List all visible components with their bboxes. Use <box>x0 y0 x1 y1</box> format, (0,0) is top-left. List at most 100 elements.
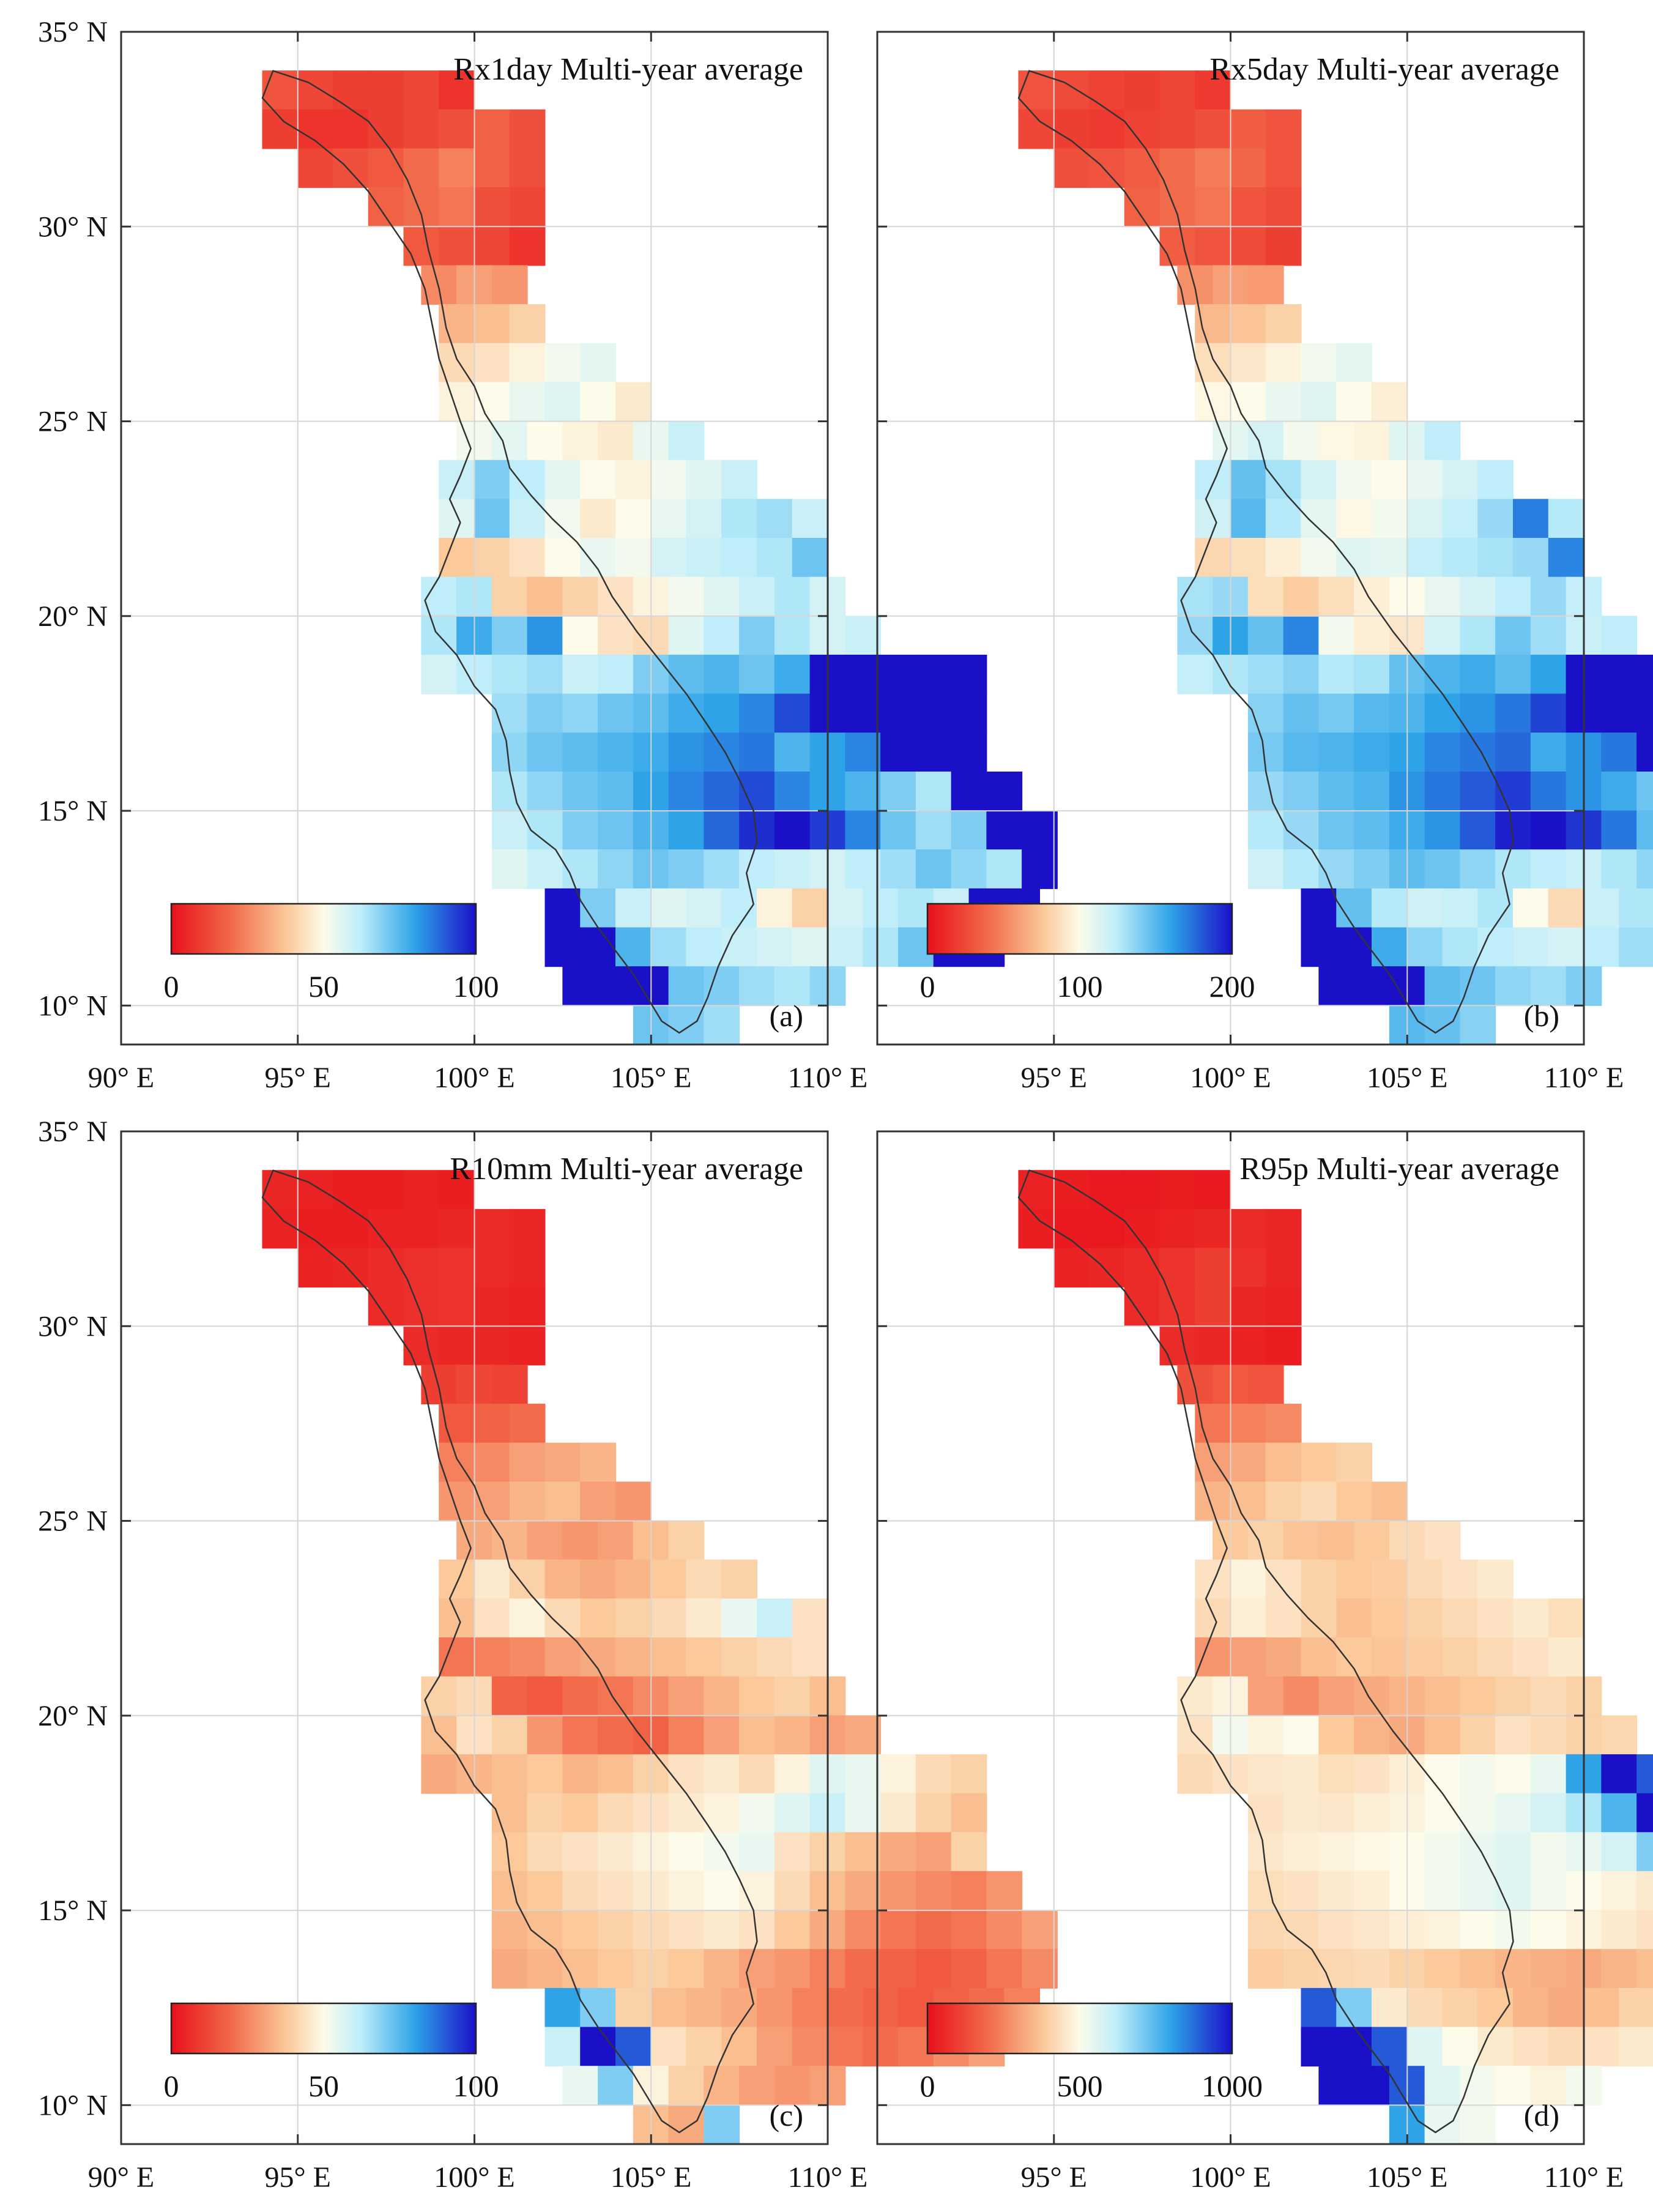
panel-b-grid-cell <box>1283 576 1320 617</box>
panel-b-grid-cell <box>1336 343 1372 383</box>
panel-c-grid-cell <box>439 1248 475 1288</box>
panel-c-grid-cell <box>598 1832 634 1872</box>
panel-b-grid-cell <box>1265 304 1302 344</box>
panel-b-grid-cell <box>1354 654 1390 695</box>
panel-d-grid-cell <box>1053 1248 1090 1288</box>
panel-b-grid-cell <box>1424 654 1461 695</box>
panel-b-grid-cell <box>1619 888 1653 928</box>
panel-b-grid-cell <box>1230 499 1266 538</box>
panel-a-grid-cell <box>562 810 599 851</box>
panel-a-grid-cell <box>580 499 616 538</box>
panel-a-cells <box>262 70 1058 1045</box>
panel-b-grid-cell <box>1601 810 1638 851</box>
panel-c-grid-cell <box>333 1170 369 1210</box>
panel-d-grid-cell <box>1636 1949 1653 1989</box>
panel-c-grid-cell <box>686 1559 722 1599</box>
panel-d-grid-cell <box>1124 1170 1161 1210</box>
panel-c-grid-cell <box>915 1949 952 1989</box>
panel-d-grid-cell <box>1195 1442 1231 1483</box>
panel-b-grid-cell <box>1424 771 1461 811</box>
panel-c-grid-cell <box>668 1715 705 1755</box>
panel-c-grid-cell <box>580 1481 616 1522</box>
panel-c-grid-cell <box>827 2027 864 2067</box>
panel-d-grid-cell <box>1301 1442 1337 1483</box>
panel-c-grid-cell <box>403 1170 440 1210</box>
panel-d-grid-cell <box>1301 1637 1337 1677</box>
panel-b-grid-cell <box>1548 538 1584 578</box>
panel-d-gridlines <box>877 1131 1584 2144</box>
panel-b-grid-cell <box>1265 382 1302 422</box>
panel-b-grid-cell <box>1372 538 1408 578</box>
panel-a-grid-cell <box>403 109 440 149</box>
panel-d-grid-cell <box>1283 1910 1320 1950</box>
panel-b-label: (b) <box>1524 999 1559 1033</box>
panel-b-grid-cell <box>1442 499 1479 538</box>
panel-b-grid-cell <box>1318 421 1355 461</box>
panel-a-grid-cell <box>827 888 864 928</box>
panel-d-grid-cell <box>1354 1793 1390 1833</box>
panel-b-grid-cell <box>1230 148 1266 188</box>
panel-c-grid-cell <box>704 1793 740 1833</box>
panel-c-grid-cell <box>915 1832 952 1872</box>
panel-d-grid-cell <box>1283 1715 1320 1755</box>
panel-c-grid-cell <box>598 1910 634 1950</box>
panel-a-grid-cell <box>509 343 546 383</box>
panel-d-grid-cell <box>1530 1793 1567 1833</box>
panel-b-grid-cell <box>1301 343 1337 383</box>
panel-d-grid-cell <box>1336 1481 1372 1522</box>
panel-b-grid-cell <box>1318 654 1355 695</box>
panel-c-grid-cell <box>774 1754 811 1794</box>
panel-a-grid-cell <box>668 849 705 889</box>
panel-a-grid-cell <box>598 654 634 695</box>
panel-c-grid-cell <box>774 1871 811 1911</box>
panel-c-grid-cell <box>774 1793 811 1833</box>
panel-a-grid-cell <box>527 421 563 461</box>
panel-d-grid-cell <box>1460 1832 1496 1872</box>
panel-a-grid-cell <box>704 771 740 811</box>
panel-c-grid-cell <box>739 1715 775 1755</box>
panel-a-grid-cell <box>650 888 687 928</box>
panel-d-grid-cell <box>1460 1793 1496 1833</box>
panel-d-grid-cell <box>1460 1871 1496 1911</box>
panel-a-grid-cell <box>439 382 475 422</box>
panel-b-grid-cell <box>1354 732 1390 772</box>
panel-b-grid-cell <box>1318 966 1355 1006</box>
panel-c-axis-labels: 90° E 95° E 100° E 105° E 110° E 35° N 3… <box>38 1115 867 2194</box>
panel-d-grid-cell <box>1442 1637 1479 1677</box>
panel-d-grid-cell <box>1354 1949 1390 1989</box>
panel-c-grid-cell <box>527 1832 563 1872</box>
panel-d-grid-cell <box>1265 1248 1302 1288</box>
panel-a-grid-cell <box>580 927 616 967</box>
panel-c-grid-cell <box>474 1325 510 1366</box>
panel-c-grid-cell <box>474 1481 510 1522</box>
panel-c-grid-cell <box>774 2066 811 2106</box>
panel-a-grid-cell <box>439 460 475 500</box>
panel-c-grid-cell <box>986 1910 1023 1950</box>
panel-b-grid-cell <box>1406 460 1443 500</box>
panel-d-grid-cell <box>1442 2027 1479 2067</box>
panel-a-grid-cell <box>297 109 333 149</box>
panel-c-grid-cell <box>757 1598 793 1638</box>
panel-b-grid-cell <box>1336 538 1372 578</box>
panel-a-grid-cell <box>598 421 634 461</box>
panel-d-grid-cell <box>1247 1793 1284 1833</box>
panel-a-grid-cell <box>509 382 546 422</box>
panel-b-grid-cell <box>1247 771 1284 811</box>
panel-a-grid-cell <box>686 888 722 928</box>
panel-a-y-tick-1: 30° N <box>38 210 108 243</box>
panel-c-grid-cell <box>1022 1949 1058 1989</box>
panel-a-grid-cell <box>509 460 546 500</box>
panel-d-frame <box>876 1130 1585 2145</box>
panel-a-grid-cell <box>474 148 510 188</box>
panel-d-grid-cell <box>1530 1871 1567 1911</box>
panel-b-grid-cell <box>1530 616 1567 655</box>
panel-d-x-tick-3: 105° E <box>1367 2161 1448 2194</box>
panel-c-grid-cell <box>439 1404 475 1443</box>
panel-c-grid-cell <box>598 1754 634 1794</box>
panel-a-grid-cell <box>403 148 440 188</box>
panel-c-grid-cell <box>333 1208 369 1249</box>
panel-d-label: (d) <box>1524 2098 1559 2132</box>
panel-c-x-tick-4: 110° E <box>788 2161 868 2194</box>
panel-a-grid-cell <box>739 849 775 889</box>
panel-c-grid-cell <box>615 1481 652 1522</box>
